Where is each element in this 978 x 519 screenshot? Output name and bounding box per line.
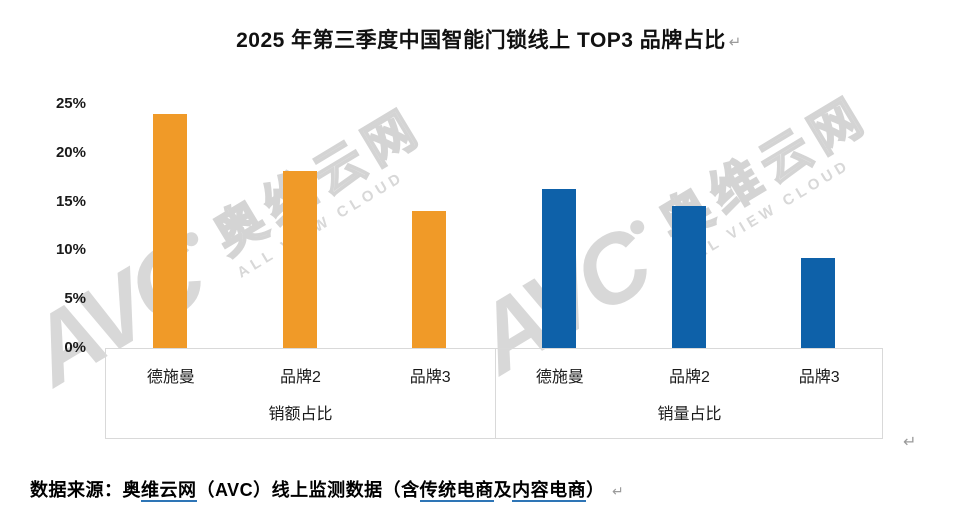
return-mark-icon: ↵ [903,434,917,451]
watermark-chinese-text: 奥维云网 [203,97,433,266]
y-tick-label: 5% [64,290,86,308]
source-note: 数据来源：奥维云网（AVC）线上监测数据（含传统电商及内容电商） ↵ [30,476,624,502]
source-text: ） [586,480,605,500]
return-mark-icon: ↵ [728,34,742,51]
source-text: （AVC）线上监测数据（含 [196,480,420,500]
group-label: 销额占比 [268,406,333,423]
category-label: 品牌3 [409,369,451,386]
category-label: 品牌2 [280,369,321,386]
watermark-text-column: 奥维云网 ALL VIEW CLOUD [203,97,442,282]
source-text: 及 [493,480,513,500]
chart-title: 2025 年第三季度中国智能门锁线上 TOP3 品牌占比 [236,29,726,52]
category-axis-box: 德施曼 品牌2 品牌3 销额占比 德施曼 品牌2 品牌3 销量占比 [105,348,883,439]
y-tick-label: 15% [55,192,86,210]
category-label: 品牌2 [669,369,710,386]
source-link-text: 内容电商 [512,480,587,502]
y-tick-label: 0% [64,339,86,356]
y-tick-label: 25% [55,95,86,112]
category-label: 德施曼 [146,369,195,386]
bar-group1-item2 [801,258,836,348]
return-mark-icon: ↵ [607,483,625,499]
watermark-english-text: ALL VIEW CLOUD [680,156,854,270]
source-link-text: 传统电商 [419,480,494,502]
x-axis-line [105,348,883,349]
category-label: 德施曼 [535,369,584,386]
y-tick-label: 10% [55,241,86,259]
chart-title-row: 2025 年第三季度中国智能门锁线上 TOP3 品牌占比 ↵ [0,24,978,54]
category-label: 品牌3 [798,369,840,386]
watermark-english-text: ALL VIEW CLOUD [234,168,408,282]
group-divider-line [495,348,496,438]
bar-group1-item1 [671,206,706,348]
bar-group0-item2 [412,211,447,348]
source-link-text: 维云网 [141,480,197,502]
y-tick-label: 20% [55,143,86,161]
group-label: 销量占比 [657,406,722,423]
bar-group0-item1 [282,171,317,348]
bar-group1-item0 [541,188,576,348]
source-text: 数据来源：奥 [30,480,141,500]
bar-group0-item0 [152,113,187,348]
avc-logo-dot-icon [627,217,647,237]
